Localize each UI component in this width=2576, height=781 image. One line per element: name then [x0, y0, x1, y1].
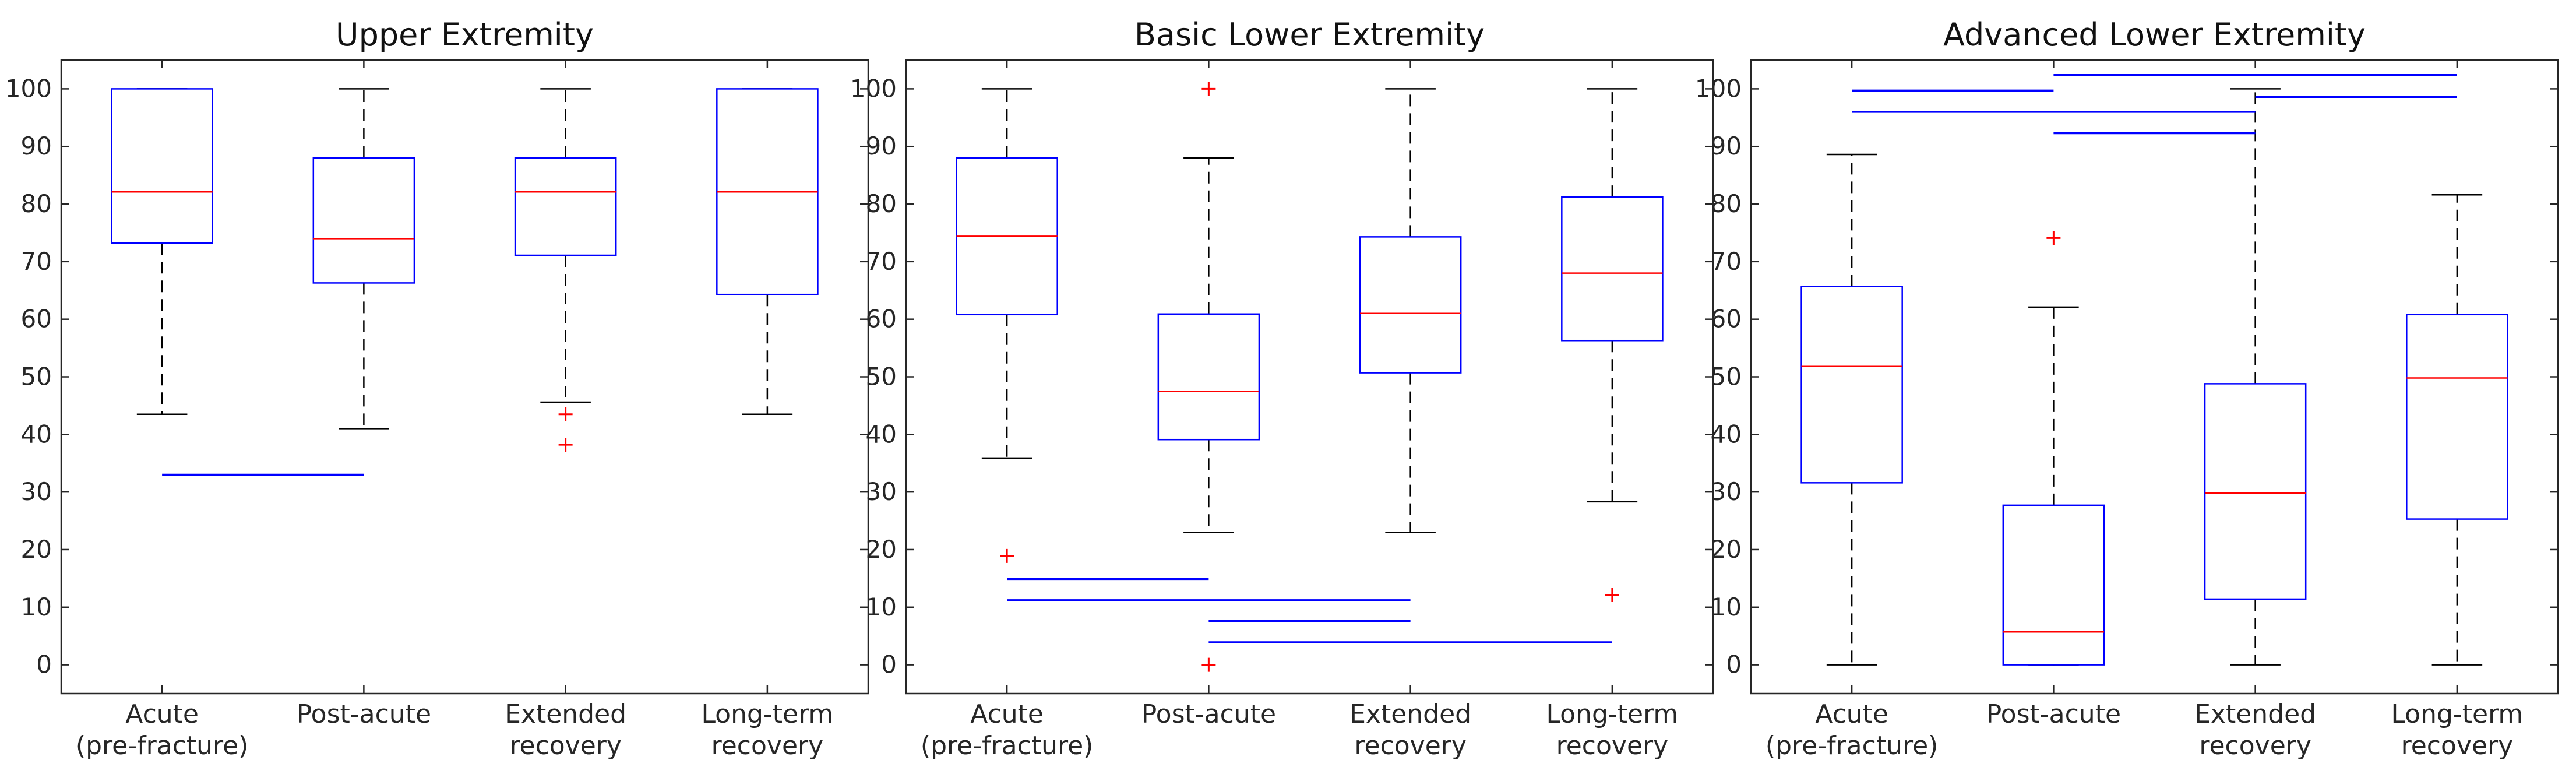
box-group	[2002, 231, 2105, 666]
y-tick-label: 30	[1711, 477, 1742, 506]
y-tick-label: 0	[36, 650, 52, 679]
y-tick-label: 20	[21, 535, 52, 564]
x-category-label: recovery	[509, 731, 622, 761]
box	[514, 157, 617, 256]
y-tick-label: 40	[866, 420, 897, 448]
y-tick-label: 100	[5, 74, 52, 103]
box-group	[514, 88, 617, 452]
box	[1800, 286, 1903, 484]
outlier-marker	[2046, 231, 2061, 245]
outlier-marker	[1201, 82, 1216, 96]
x-category-label: Extended	[1349, 699, 1471, 729]
panel-3: Advanced Lower Extremity 0 10 20 30 40 50 60 70 8…	[1695, 16, 2559, 761]
y-tick-label: 40	[1711, 420, 1742, 448]
outlier-marker	[1000, 548, 1014, 563]
box	[111, 88, 213, 244]
panel-2: Basic Lower Extremity 0 10 20 30 40 50 60 70 80 90…	[850, 16, 1714, 761]
x-category-label: Long-term	[2391, 699, 2523, 729]
x-category-label: Post-acute	[297, 699, 431, 729]
box-group	[1800, 153, 1903, 666]
y-tick-label: 70	[21, 247, 52, 276]
y-tick-label: 100	[850, 74, 897, 103]
y-tick-label: 80	[21, 189, 52, 218]
y-tick-label: 10	[21, 593, 52, 621]
x-category-label: recovery	[2401, 731, 2514, 761]
y-tick-label: 80	[866, 189, 897, 218]
x-category-label: (pre-fracture)	[921, 731, 1093, 761]
x-category-label: (pre-fracture)	[76, 731, 248, 761]
box-group	[2406, 194, 2508, 666]
y-tick-label: 0	[881, 650, 897, 679]
y-tick-label: 80	[1711, 189, 1742, 218]
outlier-marker	[1605, 588, 1619, 603]
panel-1: Upper Extremity 0 10 20 30 40 50 60 70 80 90 100 Acu…	[5, 16, 869, 761]
y-tick-label: 50	[866, 363, 897, 391]
y-tick-label: 90	[21, 132, 52, 160]
box-group	[1561, 88, 1664, 603]
y-tick-label: 20	[1711, 535, 1742, 564]
y-tick-label: 10	[1711, 593, 1742, 621]
x-category-label: Extended	[505, 699, 626, 729]
y-tick-label: 0	[1726, 650, 1742, 679]
box	[2204, 383, 2307, 600]
box	[2406, 314, 2508, 520]
y-tick-label: 90	[866, 132, 897, 160]
box-group	[956, 88, 1058, 563]
box-group	[111, 88, 213, 415]
x-category-label: Post-acute	[1986, 699, 2121, 729]
x-category-label: recovery	[711, 731, 824, 761]
box-group	[1359, 88, 1462, 533]
box	[312, 157, 415, 284]
box	[1157, 313, 1260, 441]
y-tick-label: 50	[21, 363, 52, 391]
x-category-label: Long-term	[1546, 699, 1678, 729]
y-tick-label: 40	[21, 420, 52, 448]
x-category-label: recovery	[1354, 731, 1467, 761]
x-category-label: (pre-fracture)	[1766, 731, 1938, 761]
y-tick-label: 70	[1711, 247, 1742, 276]
box-group	[716, 88, 819, 415]
box	[2002, 504, 2105, 666]
y-tick-label: 60	[21, 305, 52, 333]
x-category-label: Long-term	[701, 699, 833, 729]
box-group	[312, 88, 415, 430]
outlier-marker	[1201, 657, 1216, 672]
panel-title: Upper Extremity	[336, 16, 594, 53]
box-group	[1157, 82, 1260, 672]
axes-frame	[905, 59, 1714, 695]
x-category-label: Acute	[125, 699, 199, 729]
y-tick-label: 30	[21, 477, 52, 506]
box	[1359, 236, 1462, 374]
panel-title: Advanced Lower Extremity	[1943, 16, 2366, 53]
y-tick-label: 70	[866, 247, 897, 276]
x-category-label: recovery	[2199, 731, 2311, 761]
y-tick-label: 10	[866, 593, 897, 621]
x-category-label: Extended	[2194, 699, 2316, 729]
y-tick-label: 100	[1695, 74, 1742, 103]
panel-title: Basic Lower Extremity	[1134, 16, 1485, 53]
outlier-marker	[558, 407, 573, 421]
outlier-marker	[558, 438, 573, 452]
y-tick-label: 60	[866, 305, 897, 333]
y-tick-label: 60	[1711, 305, 1742, 333]
x-category-label: Acute	[1815, 699, 1888, 729]
box-group	[2204, 88, 2307, 666]
y-tick-label: 20	[866, 535, 897, 564]
y-tick-label: 30	[866, 477, 897, 506]
y-tick-label: 90	[1711, 132, 1742, 160]
x-category-label: Post-acute	[1141, 699, 1276, 729]
y-tick-label: 50	[1711, 363, 1742, 391]
x-category-label: Acute	[970, 699, 1044, 729]
box	[1561, 196, 1664, 342]
x-category-label: recovery	[1556, 731, 1669, 761]
